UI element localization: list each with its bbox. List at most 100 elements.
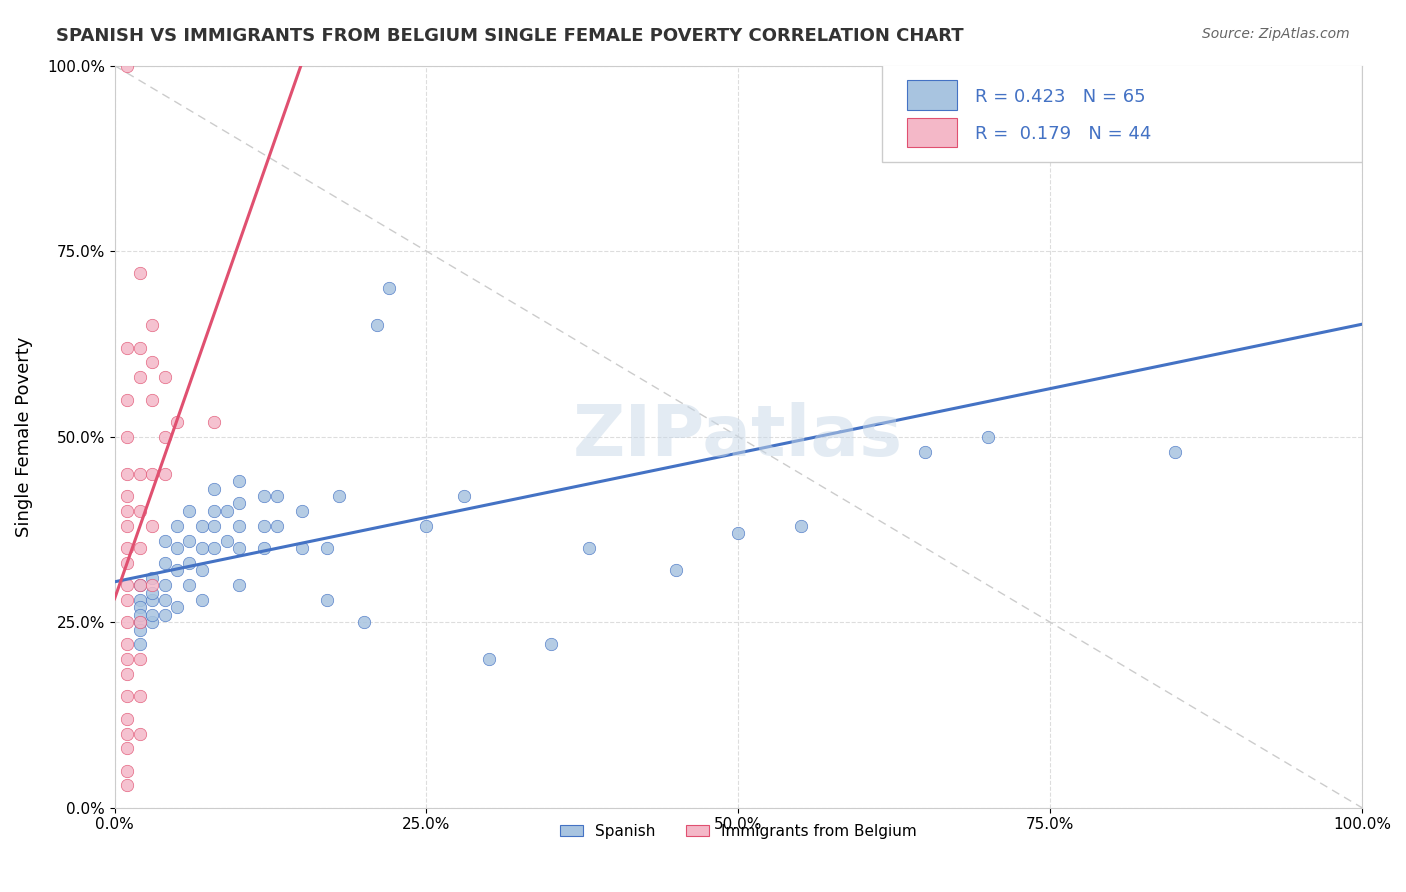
Spanish	[141, 585, 163, 599]
Spanish	[215, 533, 238, 548]
Immigrants from Belgium	[153, 370, 176, 384]
Spanish	[353, 615, 375, 630]
Spanish	[228, 496, 250, 510]
Immigrants from Belgium	[128, 578, 150, 592]
Spanish	[202, 541, 225, 555]
Spanish	[727, 526, 749, 541]
Spanish	[453, 489, 475, 503]
Immigrants from Belgium	[115, 341, 138, 355]
Immigrants from Belgium	[128, 690, 150, 704]
Spanish	[266, 518, 288, 533]
Immigrants from Belgium	[115, 541, 138, 555]
Spanish	[202, 504, 225, 518]
Spanish	[128, 578, 150, 592]
Spanish	[191, 541, 214, 555]
Spanish	[141, 607, 163, 622]
Spanish	[179, 578, 201, 592]
Immigrants from Belgium	[115, 712, 138, 726]
Immigrants from Belgium	[141, 518, 163, 533]
Spanish	[179, 533, 201, 548]
Y-axis label: Single Female Poverty: Single Female Poverty	[15, 336, 32, 537]
Spanish	[253, 518, 276, 533]
Immigrants from Belgium	[115, 615, 138, 630]
Immigrants from Belgium	[153, 430, 176, 444]
Spanish	[141, 571, 163, 585]
Spanish	[291, 504, 314, 518]
Immigrants from Belgium	[128, 541, 150, 555]
Spanish	[228, 541, 250, 555]
Spanish	[141, 593, 163, 607]
Spanish	[1164, 444, 1187, 458]
Spanish	[228, 474, 250, 488]
Immigrants from Belgium	[115, 504, 138, 518]
Immigrants from Belgium	[128, 341, 150, 355]
Legend: Spanish, Immigrants from Belgium: Spanish, Immigrants from Belgium	[554, 817, 922, 845]
Text: Source: ZipAtlas.com: Source: ZipAtlas.com	[1202, 27, 1350, 41]
Spanish	[266, 489, 288, 503]
FancyBboxPatch shape	[907, 80, 956, 110]
Spanish	[291, 541, 314, 555]
Immigrants from Belgium	[141, 578, 163, 592]
Spanish	[366, 318, 388, 333]
Spanish	[153, 593, 176, 607]
Immigrants from Belgium	[128, 726, 150, 740]
Text: SPANISH VS IMMIGRANTS FROM BELGIUM SINGLE FEMALE POVERTY CORRELATION CHART: SPANISH VS IMMIGRANTS FROM BELGIUM SINGL…	[56, 27, 965, 45]
Spanish	[415, 518, 437, 533]
Immigrants from Belgium	[115, 430, 138, 444]
Spanish	[141, 615, 163, 630]
Spanish	[540, 638, 562, 652]
Immigrants from Belgium	[141, 318, 163, 333]
Spanish	[202, 482, 225, 496]
Spanish	[228, 518, 250, 533]
Immigrants from Belgium	[141, 355, 163, 369]
Spanish	[153, 578, 176, 592]
Immigrants from Belgium	[115, 741, 138, 756]
Spanish	[253, 489, 276, 503]
Spanish	[665, 563, 688, 577]
Immigrants from Belgium	[128, 615, 150, 630]
Spanish	[153, 607, 176, 622]
Spanish	[179, 556, 201, 570]
Immigrants from Belgium	[115, 578, 138, 592]
Immigrants from Belgium	[128, 652, 150, 666]
Spanish	[977, 430, 1000, 444]
Spanish	[914, 444, 936, 458]
Immigrants from Belgium	[115, 779, 138, 793]
Spanish	[128, 600, 150, 615]
Spanish	[1288, 59, 1310, 73]
Spanish	[166, 600, 188, 615]
Immigrants from Belgium	[115, 690, 138, 704]
Immigrants from Belgium	[115, 764, 138, 778]
Immigrants from Belgium	[115, 726, 138, 740]
Spanish	[128, 615, 150, 630]
Spanish	[191, 563, 214, 577]
Spanish	[789, 518, 811, 533]
Spanish	[128, 623, 150, 637]
Immigrants from Belgium	[202, 415, 225, 429]
Immigrants from Belgium	[115, 59, 138, 73]
Immigrants from Belgium	[115, 392, 138, 407]
Immigrants from Belgium	[128, 467, 150, 481]
Immigrants from Belgium	[115, 518, 138, 533]
Spanish	[179, 504, 201, 518]
Spanish	[166, 541, 188, 555]
Spanish	[166, 563, 188, 577]
Spanish	[378, 281, 401, 295]
Spanish	[228, 578, 250, 592]
Spanish	[315, 541, 337, 555]
Text: R =  0.179   N = 44: R = 0.179 N = 44	[976, 125, 1152, 143]
Spanish	[128, 607, 150, 622]
Immigrants from Belgium	[115, 489, 138, 503]
Spanish	[153, 533, 176, 548]
FancyBboxPatch shape	[882, 62, 1362, 162]
Spanish	[328, 489, 350, 503]
Immigrants from Belgium	[141, 467, 163, 481]
Spanish	[166, 518, 188, 533]
Immigrants from Belgium	[128, 267, 150, 281]
Spanish	[128, 638, 150, 652]
Immigrants from Belgium	[115, 667, 138, 681]
Spanish	[315, 593, 337, 607]
Immigrants from Belgium	[128, 504, 150, 518]
Immigrants from Belgium	[141, 392, 163, 407]
Immigrants from Belgium	[166, 415, 188, 429]
